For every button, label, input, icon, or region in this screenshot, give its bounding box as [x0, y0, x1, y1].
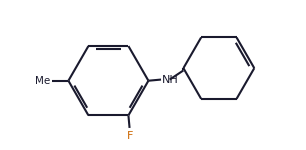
Text: Me: Me [35, 76, 50, 86]
Text: NH: NH [162, 75, 178, 85]
Text: F: F [126, 131, 133, 141]
